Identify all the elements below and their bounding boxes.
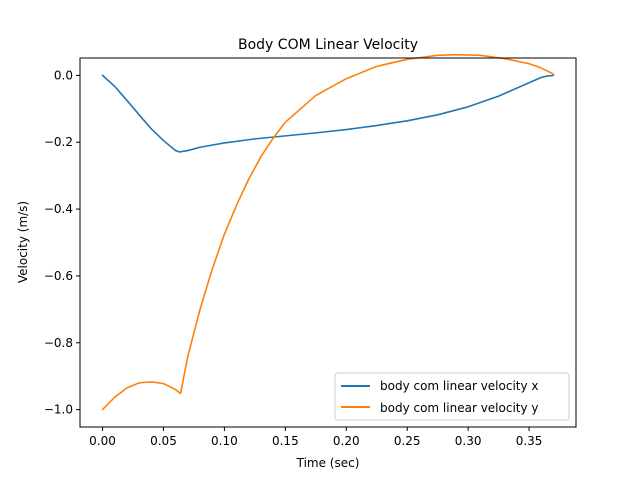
x-tick-label: 0.15 — [272, 434, 299, 448]
x-axis: 0.00 0.05 0.10 0.15 0.20 0.25 0.30 0.35 — [89, 427, 542, 448]
y-tick-label: −0.8 — [44, 336, 73, 350]
chart-title: Body COM Linear Velocity — [238, 37, 418, 53]
plot-frame — [79, 57, 577, 428]
y-tick-label: −0.6 — [44, 269, 73, 283]
y-axis-label: Velocity (m/s) — [16, 201, 30, 283]
series-line-0 — [101, 74, 555, 153]
x-tick-label: 0.05 — [150, 434, 177, 448]
x-tick-label: 0.10 — [211, 434, 238, 448]
legend-label-y: body com linear velocity y — [380, 401, 539, 415]
x-tick-label: 0.30 — [455, 434, 482, 448]
y-tick-label: −0.2 — [44, 135, 73, 149]
x-axis-label: Time (sec) — [296, 456, 360, 470]
plot-area — [101, 53, 555, 411]
series-line-1 — [101, 53, 555, 411]
legend: body com linear velocity x body com line… — [334, 372, 570, 421]
legend-box — [334, 372, 570, 421]
y-axis: 0.0 −0.2 −0.4 −0.6 −0.8 −1.0 — [44, 68, 80, 417]
legend-label-x: body com linear velocity x — [380, 379, 539, 393]
y-tick-label: −0.4 — [44, 202, 73, 216]
x-tick-label: 0.00 — [89, 434, 116, 448]
y-tick-label: 0.0 — [54, 68, 73, 82]
x-tick-label: 0.25 — [394, 434, 421, 448]
x-tick-label: 0.20 — [333, 434, 360, 448]
x-tick-label: 0.35 — [516, 434, 543, 448]
y-tick-label: −1.0 — [44, 403, 73, 417]
